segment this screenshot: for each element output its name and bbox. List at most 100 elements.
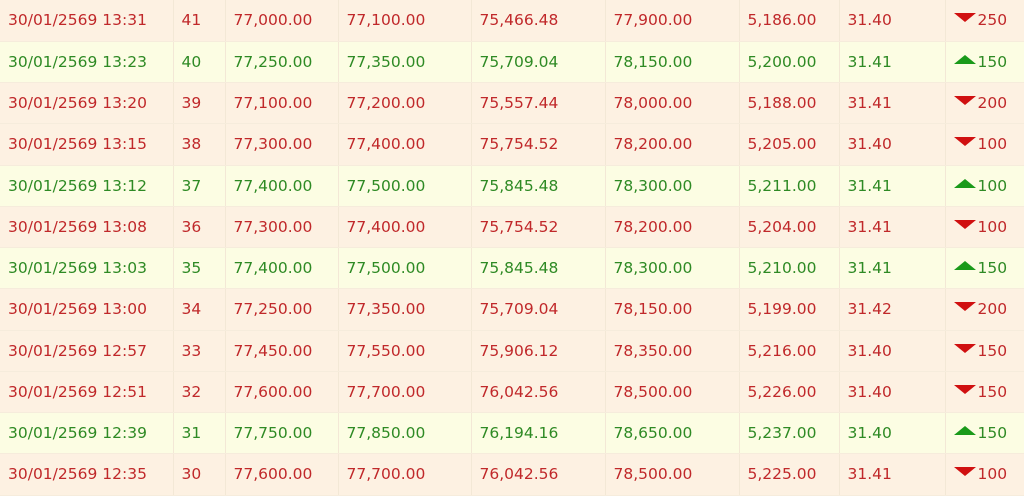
datetime-cell: 30/01/2569 12:39 bbox=[0, 412, 174, 455]
price-cell-2: 77,350.00 bbox=[338, 41, 472, 84]
price-cell-5: 5,188.00 bbox=[739, 82, 840, 125]
arrow-down-icon bbox=[953, 219, 976, 229]
arrow-down-icon bbox=[953, 13, 976, 23]
arrow-up-icon bbox=[953, 261, 976, 271]
change-value: 200 bbox=[977, 94, 1008, 113]
price-cell-1: 77,400.00 bbox=[225, 247, 339, 290]
price-cell-3: 75,466.48 bbox=[471, 0, 606, 42]
table-row: 30/01/2569 12:57 33 77,450.00 77,550.00 75,9… bbox=[0, 330, 1024, 372]
exchange-rate-cell: 31.41 bbox=[839, 41, 946, 84]
price-cell-3: 75,709.04 bbox=[471, 288, 606, 331]
exchange-rate-cell: 31.41 bbox=[839, 165, 946, 207]
price-cell-4: 78,000.00 bbox=[605, 82, 740, 125]
table-row: 30/01/2569 13:23 40 77,250.00 77,350.00 75,7… bbox=[0, 41, 1024, 84]
change-cell: 100 bbox=[945, 206, 1024, 249]
change-value: 250 bbox=[977, 11, 1008, 30]
change-cell: 200 bbox=[945, 288, 1024, 331]
price-cell-1: 77,250.00 bbox=[225, 288, 339, 331]
change-cell: 150 bbox=[945, 412, 1024, 455]
price-cell-4: 78,150.00 bbox=[605, 288, 740, 331]
price-cell-1: 77,300.00 bbox=[225, 123, 339, 166]
table-row: 30/01/2569 13:08 36 77,300.00 77,400.00 75,7… bbox=[0, 206, 1024, 249]
price-cell-2: 77,400.00 bbox=[338, 123, 472, 166]
price-cell-5: 5,226.00 bbox=[739, 371, 840, 414]
exchange-rate-cell: 31.41 bbox=[839, 247, 946, 290]
price-cell-1: 77,250.00 bbox=[225, 41, 339, 84]
datetime-cell: 30/01/2569 13:20 bbox=[0, 82, 174, 125]
arrow-down-icon bbox=[953, 137, 976, 147]
price-cell-4: 78,500.00 bbox=[605, 371, 740, 414]
round-number-cell: 31 bbox=[173, 412, 226, 455]
change-cell: 100 bbox=[945, 453, 1024, 496]
price-cell-3: 75,709.04 bbox=[471, 41, 606, 84]
round-number-cell: 30 bbox=[173, 453, 226, 496]
change-cell: 150 bbox=[945, 247, 1024, 290]
round-number-cell: 32 bbox=[173, 371, 226, 414]
price-cell-2: 77,500.00 bbox=[338, 247, 472, 290]
datetime-cell: 30/01/2569 13:31 bbox=[0, 0, 174, 42]
price-cell-5: 5,204.00 bbox=[739, 206, 840, 249]
price-cell-1: 77,450.00 bbox=[225, 330, 339, 372]
round-number-cell: 38 bbox=[173, 123, 226, 166]
price-cell-1: 77,100.00 bbox=[225, 82, 339, 125]
price-cell-3: 75,754.52 bbox=[471, 123, 606, 166]
price-cell-4: 78,350.00 bbox=[605, 330, 740, 372]
price-cell-5: 5,216.00 bbox=[739, 330, 840, 372]
change-cell: 100 bbox=[945, 123, 1024, 166]
change-value: 150 bbox=[977, 382, 1008, 401]
price-cell-5: 5,200.00 bbox=[739, 41, 840, 84]
price-cell-3: 75,754.52 bbox=[471, 206, 606, 249]
price-cell-4: 78,300.00 bbox=[605, 165, 740, 207]
price-cell-3: 75,906.12 bbox=[471, 330, 606, 372]
change-cell: 150 bbox=[945, 330, 1024, 372]
table-row: 30/01/2569 12:39 31 77,750.00 77,850.00 76,1… bbox=[0, 412, 1024, 455]
table-row: 30/01/2569 13:31 41 77,000.00 77,100.00 75,4… bbox=[0, 0, 1024, 42]
datetime-cell: 30/01/2569 13:15 bbox=[0, 123, 174, 166]
price-cell-2: 77,200.00 bbox=[338, 82, 472, 125]
round-number-cell: 40 bbox=[173, 41, 226, 84]
price-cell-1: 77,400.00 bbox=[225, 165, 339, 207]
change-value: 100 bbox=[977, 465, 1008, 484]
price-cell-4: 77,900.00 bbox=[605, 0, 740, 42]
change-value: 150 bbox=[977, 424, 1008, 443]
table-row: 30/01/2569 13:12 37 77,400.00 77,500.00 75,8… bbox=[0, 165, 1024, 207]
datetime-cell: 30/01/2569 12:35 bbox=[0, 453, 174, 496]
change-cell: 150 bbox=[945, 371, 1024, 414]
arrow-up-icon bbox=[953, 54, 976, 64]
round-number-cell: 33 bbox=[173, 330, 226, 372]
arrow-down-icon bbox=[953, 96, 976, 106]
arrow-down-icon bbox=[953, 302, 976, 312]
exchange-rate-cell: 31.40 bbox=[839, 330, 946, 372]
price-cell-2: 77,850.00 bbox=[338, 412, 472, 455]
change-cell: 250 bbox=[945, 0, 1024, 42]
price-cell-3: 75,845.48 bbox=[471, 165, 606, 207]
price-cell-4: 78,650.00 bbox=[605, 412, 740, 455]
price-cell-2: 77,400.00 bbox=[338, 206, 472, 249]
arrow-up-icon bbox=[953, 178, 976, 188]
change-cell: 200 bbox=[945, 82, 1024, 125]
round-number-cell: 41 bbox=[173, 0, 226, 42]
price-cell-5: 5,210.00 bbox=[739, 247, 840, 290]
exchange-rate-cell: 31.40 bbox=[839, 371, 946, 414]
change-cell: 100 bbox=[945, 165, 1024, 207]
price-cell-2: 77,100.00 bbox=[338, 0, 472, 42]
price-cell-1: 77,600.00 bbox=[225, 371, 339, 414]
table-row: 30/01/2569 12:35 30 77,600.00 77,700.00 76,0… bbox=[0, 453, 1024, 496]
price-cell-2: 77,500.00 bbox=[338, 165, 472, 207]
price-cell-4: 78,200.00 bbox=[605, 206, 740, 249]
datetime-cell: 30/01/2569 12:57 bbox=[0, 330, 174, 372]
price-cell-4: 78,150.00 bbox=[605, 41, 740, 84]
table-row: 30/01/2569 13:03 35 77,400.00 77,500.00 75,8… bbox=[0, 247, 1024, 290]
exchange-rate-cell: 31.41 bbox=[839, 206, 946, 249]
change-value: 150 bbox=[977, 52, 1008, 71]
change-value: 150 bbox=[977, 341, 1008, 360]
price-cell-3: 76,194.16 bbox=[471, 412, 606, 455]
price-cell-3: 76,042.56 bbox=[471, 371, 606, 414]
price-cell-3: 76,042.56 bbox=[471, 453, 606, 496]
price-cell-5: 5,211.00 bbox=[739, 165, 840, 207]
datetime-cell: 30/01/2569 13:12 bbox=[0, 165, 174, 207]
round-number-cell: 37 bbox=[173, 165, 226, 207]
datetime-cell: 30/01/2569 13:03 bbox=[0, 247, 174, 290]
change-value: 200 bbox=[977, 300, 1008, 319]
price-cell-5: 5,205.00 bbox=[739, 123, 840, 166]
